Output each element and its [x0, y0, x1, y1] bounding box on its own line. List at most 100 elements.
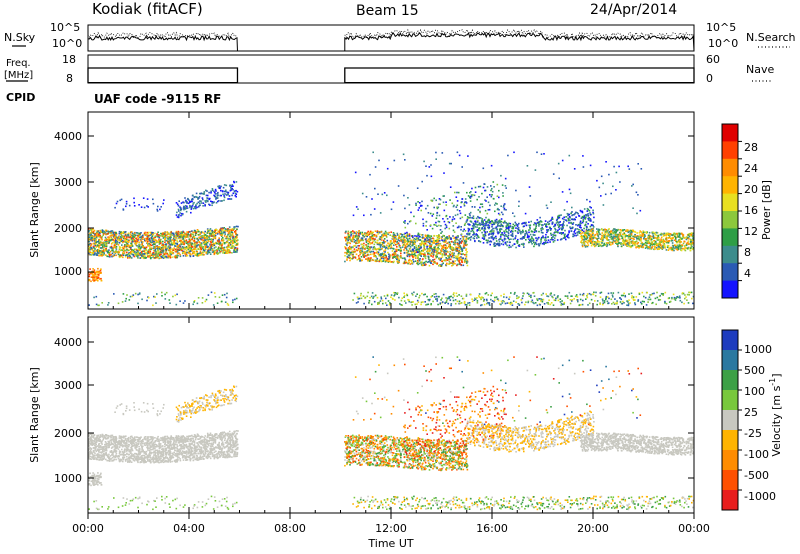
power-echo: [500, 211, 503, 214]
power-echo: [397, 242, 400, 244]
power-echo: [214, 234, 217, 237]
power-echo: [584, 233, 587, 236]
power-echo: [182, 235, 184, 237]
power-echo: [183, 231, 185, 234]
power-echo: [406, 254, 408, 257]
power-echo: [184, 251, 186, 254]
power-echo: [497, 242, 499, 245]
power-echo: [178, 200, 180, 202]
power-echo: [110, 237, 113, 239]
power-echo: [136, 240, 139, 242]
power-echo: [94, 236, 97, 239]
power-echo: [123, 232, 125, 235]
power-echo: [540, 220, 542, 222]
power-echo: [457, 191, 460, 194]
power-echo: [440, 265, 443, 267]
power-echo: [404, 207, 406, 210]
power-echo: [366, 235, 368, 238]
power-echo: [580, 222, 582, 225]
power-echo: [469, 200, 472, 202]
power-echo: [487, 224, 489, 227]
power-echo: [187, 251, 190, 254]
power-echo: [454, 242, 456, 245]
power-echo: [567, 214, 569, 217]
power-echo: [583, 217, 585, 219]
power-echo: [376, 257, 379, 260]
power-echo: [443, 235, 445, 237]
power-echo: [520, 243, 523, 245]
power-echo: [186, 251, 188, 254]
power-echo: [160, 232, 162, 235]
power-echo: [192, 233, 194, 236]
power-echo: [429, 235, 431, 237]
power-echo: [439, 251, 442, 254]
power-echo: [426, 261, 429, 263]
power-echo: [383, 252, 386, 255]
power-echo: [218, 237, 220, 239]
power-echo: [99, 232, 101, 234]
power-echo: [231, 185, 233, 188]
power-echo: [214, 237, 217, 240]
power-echo: [347, 233, 350, 236]
power-echo: [489, 231, 491, 233]
power-echo: [96, 250, 99, 253]
power-echo: [513, 243, 516, 245]
power-echo: [416, 249, 418, 251]
power-echo: [431, 215, 434, 217]
power-echo: [592, 232, 594, 235]
power-echo: [142, 236, 144, 238]
power-echo: [420, 246, 422, 249]
power-echo: [413, 251, 416, 253]
power-echo: [434, 247, 437, 250]
power-echo: [164, 237, 166, 240]
power-echo: [211, 202, 213, 204]
power-echo: [89, 247, 92, 250]
power-echo: [230, 239, 232, 242]
power-echo: [182, 246, 185, 249]
power-echo: [152, 202, 155, 205]
power-echo: [433, 251, 435, 253]
power-echo: [508, 222, 510, 225]
power-echo: [193, 243, 195, 246]
power-echo: [592, 229, 594, 232]
power-echo: [206, 200, 209, 202]
power-echo: [448, 227, 451, 230]
power-echo: [217, 242, 220, 244]
power-echo: [387, 261, 390, 263]
power-echo: [179, 255, 182, 258]
power-echo: [130, 241, 133, 243]
power-echo: [605, 237, 607, 239]
power-echo: [126, 236, 128, 238]
power-echo: [436, 207, 439, 210]
power-echo: [408, 259, 410, 262]
power-echo: [381, 252, 384, 255]
power-echo: [440, 244, 443, 247]
power-echo: [97, 271, 99, 274]
power-echo: [395, 238, 398, 240]
power-echo: [185, 236, 188, 238]
power-echo: [463, 228, 465, 231]
power-echo: [205, 199, 208, 202]
power-echo: [435, 243, 438, 245]
power-echo: [235, 235, 237, 238]
power-echo: [437, 247, 439, 250]
power-echo: [380, 237, 383, 239]
power-echo: [422, 242, 424, 245]
power-echo: [509, 222, 512, 225]
power-echo: [456, 200, 459, 202]
power-echo: [557, 231, 559, 234]
power-echo: [169, 240, 172, 242]
power-echo: [472, 217, 475, 220]
power-echo: [586, 245, 589, 248]
power-echo: [528, 229, 530, 231]
power-echo: [215, 193, 217, 195]
power-echo: [430, 244, 433, 246]
power-echo: [482, 221, 484, 224]
power-echo: [462, 230, 464, 232]
power-echo: [454, 255, 457, 257]
power-echo: [418, 207, 420, 209]
power-echo: [357, 237, 360, 239]
power-echo: [420, 255, 422, 257]
power-echo: [347, 250, 349, 252]
power-echo: [152, 233, 154, 236]
